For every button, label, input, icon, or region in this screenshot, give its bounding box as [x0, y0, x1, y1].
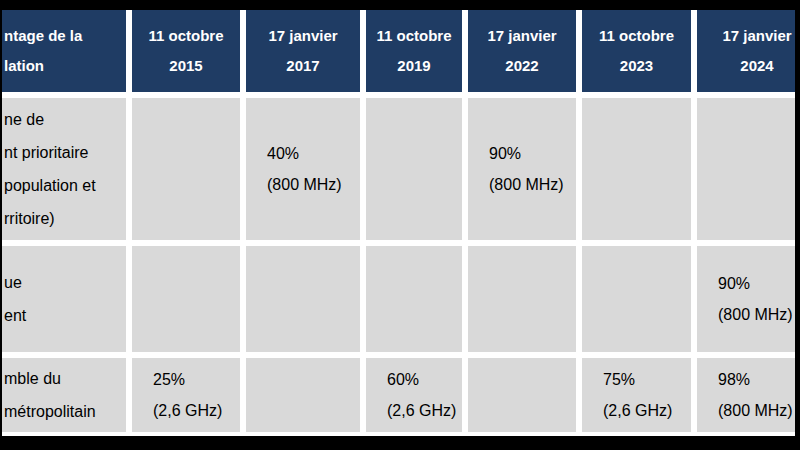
row-label-territoire-metropolitain: mble du métropolitain: [2, 358, 126, 432]
value-cell-r3-2024: 98% (800 MHz): [697, 358, 795, 432]
label-line: ue: [4, 266, 126, 299]
frequency-band: (800 MHz): [718, 402, 795, 419]
empty-cell: [582, 246, 691, 352]
empty-cell: [246, 358, 360, 432]
header-line: 2019: [397, 51, 430, 81]
frequency-band: (800 MHz): [489, 176, 576, 193]
header-line: 11 octobre: [148, 21, 223, 51]
header-date-2015: 11 octobre 2015: [132, 10, 240, 92]
table-viewport: ntage de la lation 11 octobre 2015 17 ja…: [2, 10, 795, 436]
header-line: 2017: [286, 51, 319, 81]
header-line: 17 janvier: [722, 21, 791, 51]
label-line: ne de: [4, 103, 126, 136]
header-date-2019: 11 octobre 2019: [366, 10, 462, 92]
row-label-zone-2: ue ent: [2, 246, 126, 352]
coverage-percent: 90%: [718, 275, 795, 292]
value-cell-r1-2022: 90% (800 MHz): [468, 98, 576, 240]
value-cell-r2-2024: 90% (800 MHz): [697, 246, 795, 352]
empty-cell: [132, 98, 240, 240]
frequency-band: (2,6 GHz): [153, 402, 240, 419]
header-line: 2015: [169, 51, 202, 81]
header-line: 11 octobre: [376, 21, 451, 51]
label-line: mble du: [4, 362, 126, 395]
empty-cell: [366, 246, 462, 352]
value-cell-r3-2015: 25% (2,6 GHz): [132, 358, 240, 432]
label-line: rritoire): [4, 202, 126, 235]
empty-cell: [132, 246, 240, 352]
label-line: nt prioritaire: [4, 136, 126, 169]
coverage-percent: 25%: [153, 371, 240, 388]
coverage-percent: 75%: [603, 371, 691, 388]
frequency-band: (800 MHz): [718, 306, 795, 323]
header-population-label: ntage de la lation: [2, 10, 126, 92]
value-cell-r3-2023: 75% (2,6 GHz): [582, 358, 691, 432]
coverage-percent: 40%: [267, 145, 360, 162]
header-date-2017: 17 janvier 2017: [246, 10, 360, 92]
header-line: ntage de la: [4, 21, 82, 51]
empty-cell: [468, 358, 576, 432]
frequency-band: (2,6 GHz): [603, 402, 691, 419]
row-label-zone-prioritaire: ne de nt prioritaire population et rrito…: [2, 98, 126, 240]
header-date-2022: 17 janvier 2022: [468, 10, 576, 92]
header-line: 17 janvier: [487, 21, 556, 51]
header-line: 11 octobre: [599, 21, 674, 51]
label-line: population et: [4, 169, 126, 202]
empty-cell: [582, 98, 691, 240]
empty-cell: [468, 246, 576, 352]
frequency-band: (2,6 GHz): [387, 402, 462, 419]
coverage-percent: 90%: [489, 145, 576, 162]
label-line: métropolitain: [4, 395, 126, 428]
header-line: 2024: [740, 51, 773, 81]
coverage-table: ntage de la lation 11 octobre 2015 17 ja…: [2, 10, 795, 432]
value-cell-r1-2017: 40% (800 MHz): [246, 98, 360, 240]
header-line: 2022: [505, 51, 538, 81]
header-line: 2023: [620, 51, 653, 81]
empty-cell: [697, 98, 795, 240]
header-date-2023: 11 octobre 2023: [582, 10, 691, 92]
header-line: lation: [4, 51, 44, 81]
label-line: ent: [4, 299, 126, 332]
coverage-percent: 98%: [718, 371, 795, 388]
value-cell-r3-2019: 60% (2,6 GHz): [366, 358, 462, 432]
empty-cell: [366, 98, 462, 240]
header-date-2024: 17 janvier 2024: [697, 10, 795, 92]
coverage-percent: 60%: [387, 371, 462, 388]
empty-cell: [246, 246, 360, 352]
header-line: 17 janvier: [268, 21, 337, 51]
frequency-band: (800 MHz): [267, 176, 360, 193]
